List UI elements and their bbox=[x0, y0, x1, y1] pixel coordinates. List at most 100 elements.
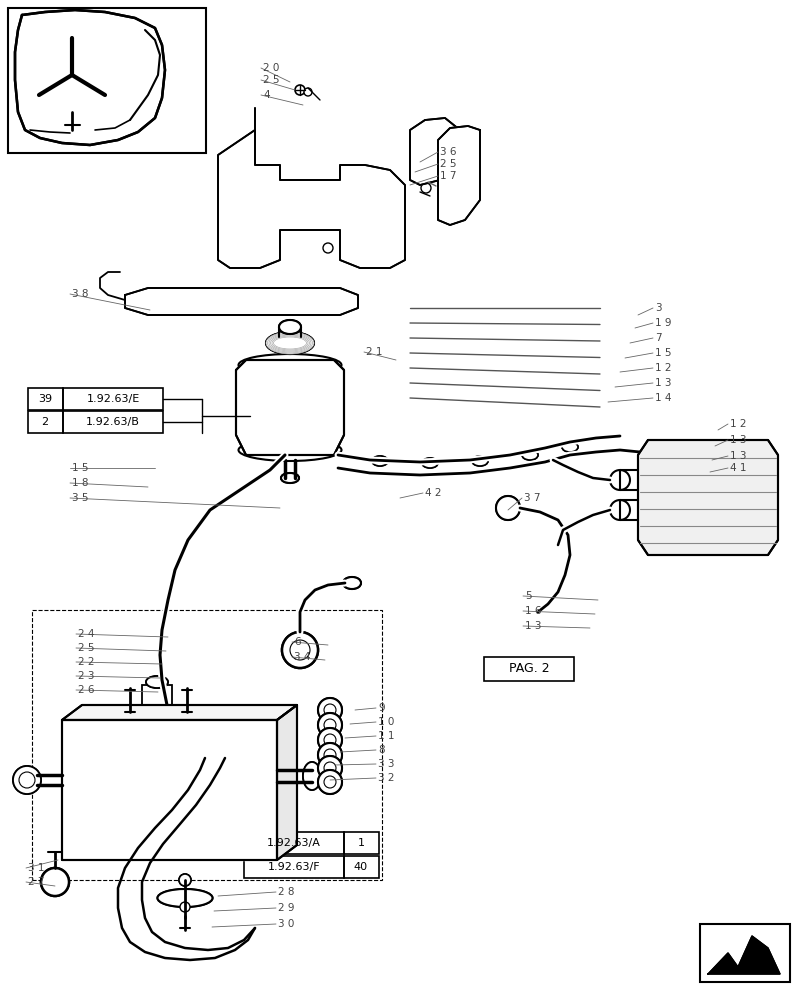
Ellipse shape bbox=[270, 335, 309, 351]
Text: 3 5: 3 5 bbox=[72, 493, 88, 503]
Text: 2: 2 bbox=[41, 417, 49, 427]
Circle shape bbox=[324, 762, 336, 774]
Circle shape bbox=[496, 496, 519, 520]
Bar bbox=[243, 856, 344, 878]
Circle shape bbox=[428, 175, 435, 181]
Circle shape bbox=[318, 713, 341, 737]
Text: 1 2: 1 2 bbox=[729, 419, 745, 429]
Bar bbox=[32, 610, 381, 880]
Text: 1 2: 1 2 bbox=[654, 363, 671, 373]
Text: 3 2: 3 2 bbox=[378, 773, 394, 783]
Bar bbox=[344, 832, 379, 854]
Text: 1 3: 1 3 bbox=[525, 621, 541, 631]
Text: 1 0: 1 0 bbox=[378, 717, 394, 727]
Text: 2 0: 2 0 bbox=[263, 63, 279, 73]
Circle shape bbox=[19, 772, 35, 788]
Text: 1: 1 bbox=[357, 838, 364, 848]
Ellipse shape bbox=[561, 442, 577, 452]
Text: 1.92.63/B: 1.92.63/B bbox=[86, 417, 139, 427]
Text: PAG. 2: PAG. 2 bbox=[508, 662, 548, 676]
Polygon shape bbox=[62, 705, 297, 720]
Ellipse shape bbox=[422, 458, 437, 468]
Circle shape bbox=[34, 37, 109, 113]
Circle shape bbox=[420, 183, 431, 193]
Circle shape bbox=[318, 770, 341, 794]
Polygon shape bbox=[277, 705, 297, 860]
Text: 2 4: 2 4 bbox=[78, 629, 94, 639]
Circle shape bbox=[318, 728, 341, 752]
Text: 3 6: 3 6 bbox=[440, 147, 456, 157]
Circle shape bbox=[609, 470, 629, 490]
Bar bbox=[344, 856, 379, 878]
Text: 2 7: 2 7 bbox=[28, 877, 45, 887]
Text: 1 5: 1 5 bbox=[72, 463, 88, 473]
Ellipse shape bbox=[342, 577, 361, 589]
Text: 3 1: 3 1 bbox=[28, 863, 45, 873]
Text: 7: 7 bbox=[654, 333, 661, 343]
Circle shape bbox=[202, 748, 221, 768]
Text: 40: 40 bbox=[354, 862, 367, 872]
Ellipse shape bbox=[266, 332, 314, 354]
Circle shape bbox=[318, 743, 341, 767]
Ellipse shape bbox=[273, 337, 306, 349]
Bar bbox=[243, 832, 344, 854]
Circle shape bbox=[318, 756, 341, 780]
Circle shape bbox=[64, 67, 80, 83]
Text: 39: 39 bbox=[38, 394, 52, 404]
Circle shape bbox=[318, 728, 341, 752]
Ellipse shape bbox=[521, 450, 538, 460]
Text: 1.92.63/E: 1.92.63/E bbox=[86, 394, 139, 404]
Circle shape bbox=[13, 766, 41, 794]
Circle shape bbox=[212, 825, 221, 835]
Bar bbox=[63, 411, 163, 433]
Ellipse shape bbox=[371, 456, 388, 466]
Circle shape bbox=[609, 500, 629, 520]
Circle shape bbox=[97, 825, 107, 835]
Text: 4 1: 4 1 bbox=[729, 463, 745, 473]
Circle shape bbox=[178, 874, 191, 886]
Ellipse shape bbox=[157, 889, 212, 907]
Text: 2 5: 2 5 bbox=[78, 643, 94, 653]
Circle shape bbox=[134, 775, 164, 805]
Polygon shape bbox=[236, 360, 344, 455]
Ellipse shape bbox=[471, 456, 487, 466]
Ellipse shape bbox=[521, 450, 538, 460]
Text: 3 3: 3 3 bbox=[378, 759, 394, 769]
Circle shape bbox=[36, 39, 108, 111]
Circle shape bbox=[36, 39, 108, 111]
Text: 3: 3 bbox=[654, 303, 661, 313]
Bar bbox=[8, 8, 206, 153]
Text: 2 3: 2 3 bbox=[78, 671, 94, 681]
Ellipse shape bbox=[281, 473, 298, 483]
Ellipse shape bbox=[303, 762, 320, 790]
Ellipse shape bbox=[281, 473, 298, 483]
Text: 1 1: 1 1 bbox=[378, 731, 394, 741]
Polygon shape bbox=[410, 118, 460, 185]
Text: 2 8: 2 8 bbox=[277, 887, 294, 897]
Bar bbox=[142, 685, 172, 710]
Circle shape bbox=[324, 704, 336, 716]
Circle shape bbox=[318, 743, 341, 767]
Text: 8: 8 bbox=[378, 745, 384, 755]
Circle shape bbox=[323, 243, 333, 253]
Bar bbox=[63, 388, 163, 410]
Ellipse shape bbox=[266, 332, 314, 354]
Ellipse shape bbox=[272, 336, 307, 350]
Text: 2 5: 2 5 bbox=[440, 159, 456, 169]
Text: 6: 6 bbox=[294, 637, 300, 647]
Ellipse shape bbox=[238, 398, 341, 412]
Polygon shape bbox=[707, 936, 779, 974]
Text: 1 8: 1 8 bbox=[72, 478, 88, 488]
Text: 2 2: 2 2 bbox=[78, 657, 94, 667]
Text: 1 5: 1 5 bbox=[654, 348, 671, 358]
Text: 2 9: 2 9 bbox=[277, 903, 294, 913]
Polygon shape bbox=[125, 288, 358, 315]
Circle shape bbox=[180, 902, 190, 912]
Circle shape bbox=[329, 297, 340, 307]
Text: 2 5: 2 5 bbox=[263, 75, 279, 85]
Text: 3 7: 3 7 bbox=[523, 493, 540, 503]
Circle shape bbox=[41, 868, 69, 896]
Circle shape bbox=[143, 297, 152, 307]
Text: 4: 4 bbox=[263, 90, 269, 100]
Circle shape bbox=[496, 496, 519, 520]
